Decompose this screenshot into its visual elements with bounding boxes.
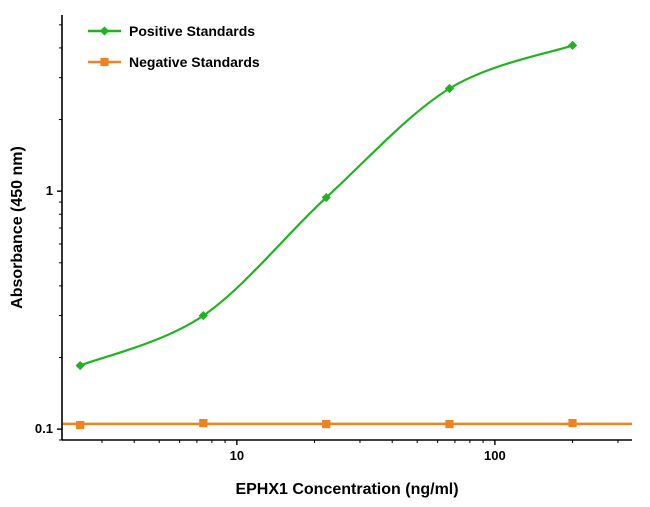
positive-marker xyxy=(75,360,85,371)
x-axis-title: EPHX1 Concentration (ng/ml) xyxy=(235,481,458,498)
x-tick-label: 100 xyxy=(484,448,506,463)
positive-marker xyxy=(567,40,578,50)
negative-marker xyxy=(76,420,85,430)
legend-label: Negative Standards xyxy=(129,54,260,70)
legend-diamond-marker xyxy=(99,26,110,36)
negative-marker xyxy=(199,418,208,428)
y-axis-title: Absorbance (450 nm) xyxy=(9,146,26,309)
positive-marker xyxy=(321,192,331,203)
negative-marker xyxy=(322,419,331,429)
x-tick-label: 10 xyxy=(230,448,244,463)
positive-marker xyxy=(444,83,455,94)
negative-marker xyxy=(568,418,577,428)
negative-marker xyxy=(445,419,454,429)
legend: Positive Standards Negative Standards xyxy=(88,23,260,70)
legend-square-marker xyxy=(100,57,109,67)
y-tick-label: 1 xyxy=(46,183,53,198)
positive-series-line xyxy=(79,44,574,367)
y-tick-label: 0.1 xyxy=(35,421,53,436)
positive-marker xyxy=(198,310,208,321)
legend-label: Positive Standards xyxy=(129,23,255,39)
